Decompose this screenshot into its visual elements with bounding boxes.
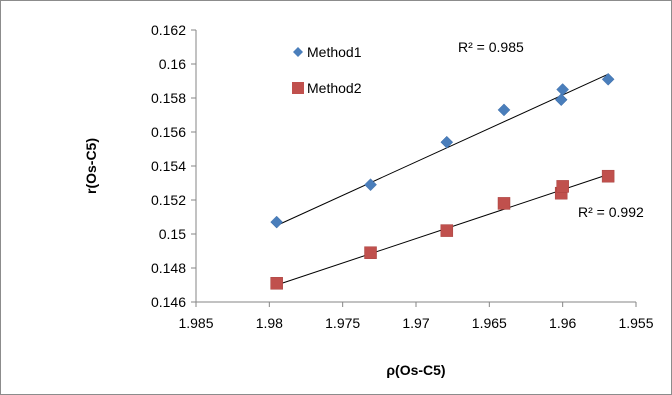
data-point-method2 [364, 246, 377, 259]
x-tick-label: 1.98 [256, 315, 283, 331]
r-squared-label-method2: R² = 0.992 [578, 204, 644, 220]
y-tick-label: 0.16 [159, 56, 186, 72]
data-point-method1 [440, 135, 454, 149]
data-point-method1 [270, 215, 284, 229]
y-tick-label: 0.156 [151, 124, 186, 140]
data-point-method1 [601, 72, 615, 86]
y-tick-label: 0.152 [151, 192, 186, 208]
y-tick-label: 0.162 [151, 22, 186, 38]
x-tick-label: 1.96 [549, 315, 576, 331]
legend-label-method1: Method1 [307, 44, 362, 60]
data-point-method1 [554, 93, 568, 107]
y-tick-label: 0.158 [151, 90, 186, 106]
data-point-method2 [440, 224, 454, 237]
data-point-method2 [497, 197, 511, 210]
y-tick-label: 0.146 [151, 294, 186, 310]
x-tick-label: 1.975 [325, 315, 360, 331]
x-axis-title: ρ(Os-C5) [386, 362, 445, 378]
y-tick-label: 0.148 [151, 260, 186, 276]
x-tick-label: 1.955 [618, 315, 653, 331]
legend-label-method2: Method2 [307, 80, 362, 96]
trendline-method1 [276, 73, 609, 226]
x-tick-label: 1.985 [178, 315, 213, 331]
legend-marker-method2 [292, 82, 304, 94]
data-point-method1 [364, 178, 377, 192]
y-tick-label: 0.154 [151, 158, 186, 174]
legend-marker-method1 [293, 47, 303, 57]
data-point-method2 [556, 180, 569, 193]
data-point-method2 [601, 169, 615, 183]
x-tick-label: 1.965 [472, 315, 507, 331]
x-tick-label: 1.97 [402, 315, 429, 331]
y-tick-label: 0.15 [159, 226, 186, 242]
data-point-method1 [497, 103, 511, 117]
r-squared-label-method1: R² = 0.985 [458, 39, 524, 55]
data-point-method1 [556, 83, 570, 96]
plot-area: 0.146 0.148 0.15 0.152 0.154 0.156 0.158 0.16 0.… [83, 22, 654, 378]
data-point-method2 [270, 277, 283, 290]
y-axis-title: r(Os-C5) [83, 138, 99, 194]
